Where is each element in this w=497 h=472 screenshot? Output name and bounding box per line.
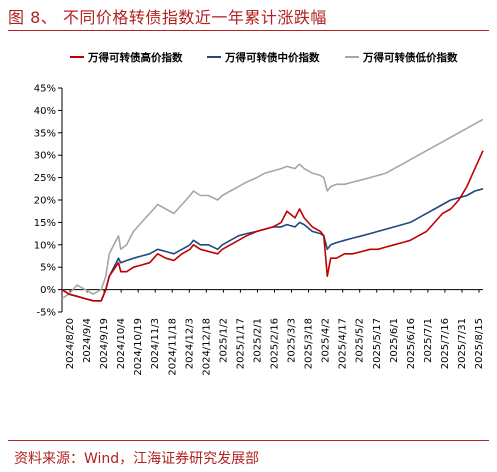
y-tick-label: 45% bbox=[34, 84, 56, 95]
x-tick-label: 2024/12/3 bbox=[184, 318, 195, 369]
legend-label: 万得可转债低价指数 bbox=[362, 51, 458, 64]
series-lines bbox=[61, 118, 484, 302]
x-tick-label: 2024/12/18 bbox=[201, 318, 212, 376]
x-tick-label: 2024/10/4 bbox=[116, 318, 127, 369]
title-divider bbox=[8, 30, 489, 31]
x-tick-label: 2024/8/20 bbox=[65, 318, 76, 369]
x-tick-label: 2025/6/16 bbox=[406, 318, 417, 369]
figure-title: 图 8、 不同价格转债指数近一年累计涨跌幅 bbox=[8, 8, 327, 27]
y-axis: -5% 0% 5% 10% 15% 20% 25% 30% 35% 40% 45% bbox=[34, 84, 63, 319]
chart-legend: 万得可转债高价指数 万得可转债中价指数 万得可转债低价指数 bbox=[70, 51, 458, 64]
x-tick-label: 2025/5/2 bbox=[355, 318, 366, 363]
x-tick-label: 2025/6/1 bbox=[389, 318, 400, 363]
x-tick-label: 2024/10/19 bbox=[133, 318, 144, 376]
x-axis: 2024/8/20 2024/9/4 2024/9/19 2024/10/4 2024/… bbox=[62, 289, 485, 376]
y-tick-label: 25% bbox=[34, 173, 56, 184]
y-tick-label: 10% bbox=[34, 240, 56, 251]
x-tick-label: 2025/7/31 bbox=[457, 318, 468, 369]
x-tick-label: 2024/9/19 bbox=[99, 318, 110, 369]
x-tick-label: 2025/8/15 bbox=[474, 318, 485, 369]
line-chart: 万得可转债高价指数 万得可转债中价指数 万得可转债低价指数 -5% 0% 5% 10% 15… bbox=[34, 51, 485, 376]
y-tick-label: 5% bbox=[40, 263, 56, 274]
x-tick-label: 2025/1/2 bbox=[218, 318, 229, 363]
x-tick-label: 2025/4/2 bbox=[321, 318, 332, 363]
series-line-3 bbox=[61, 118, 484, 300]
y-tick-label: 40% bbox=[34, 106, 56, 117]
y-tick-label: 20% bbox=[34, 196, 56, 207]
x-tick-label: 2025/3/3 bbox=[287, 318, 298, 363]
footer-divider bbox=[8, 440, 489, 441]
x-tick-label: 2024/11/3 bbox=[150, 318, 161, 369]
y-tick-label: 30% bbox=[34, 151, 56, 162]
x-tick-label: 2025/2/1 bbox=[252, 318, 263, 363]
legend-label: 万得可转债中价指数 bbox=[224, 51, 320, 64]
legend-label: 万得可转债高价指数 bbox=[87, 51, 183, 64]
source-note: 资料来源：Wind，江海证券研究发展部 bbox=[14, 451, 260, 467]
x-tick-label: 2025/7/16 bbox=[440, 318, 451, 369]
x-tick-label: 2025/5/17 bbox=[372, 318, 383, 369]
y-tick-label: -5% bbox=[37, 308, 56, 319]
x-tick-label: 2025/7/1 bbox=[423, 318, 434, 363]
x-tick-label: 2025/3/18 bbox=[304, 318, 315, 369]
x-tick-label: 2025/1/17 bbox=[235, 318, 246, 369]
y-tick-label: 15% bbox=[34, 218, 56, 229]
x-tick-label: 2025/2/16 bbox=[270, 318, 281, 369]
series-line-1 bbox=[61, 150, 484, 302]
series-line-2 bbox=[61, 188, 484, 302]
x-tick-label: 2025/4/17 bbox=[338, 318, 349, 369]
y-tick-label: 0% bbox=[40, 285, 56, 296]
x-tick-label: 2024/9/4 bbox=[82, 318, 93, 363]
x-tick-label: 2024/11/18 bbox=[167, 318, 178, 376]
y-tick-label: 35% bbox=[34, 128, 56, 139]
